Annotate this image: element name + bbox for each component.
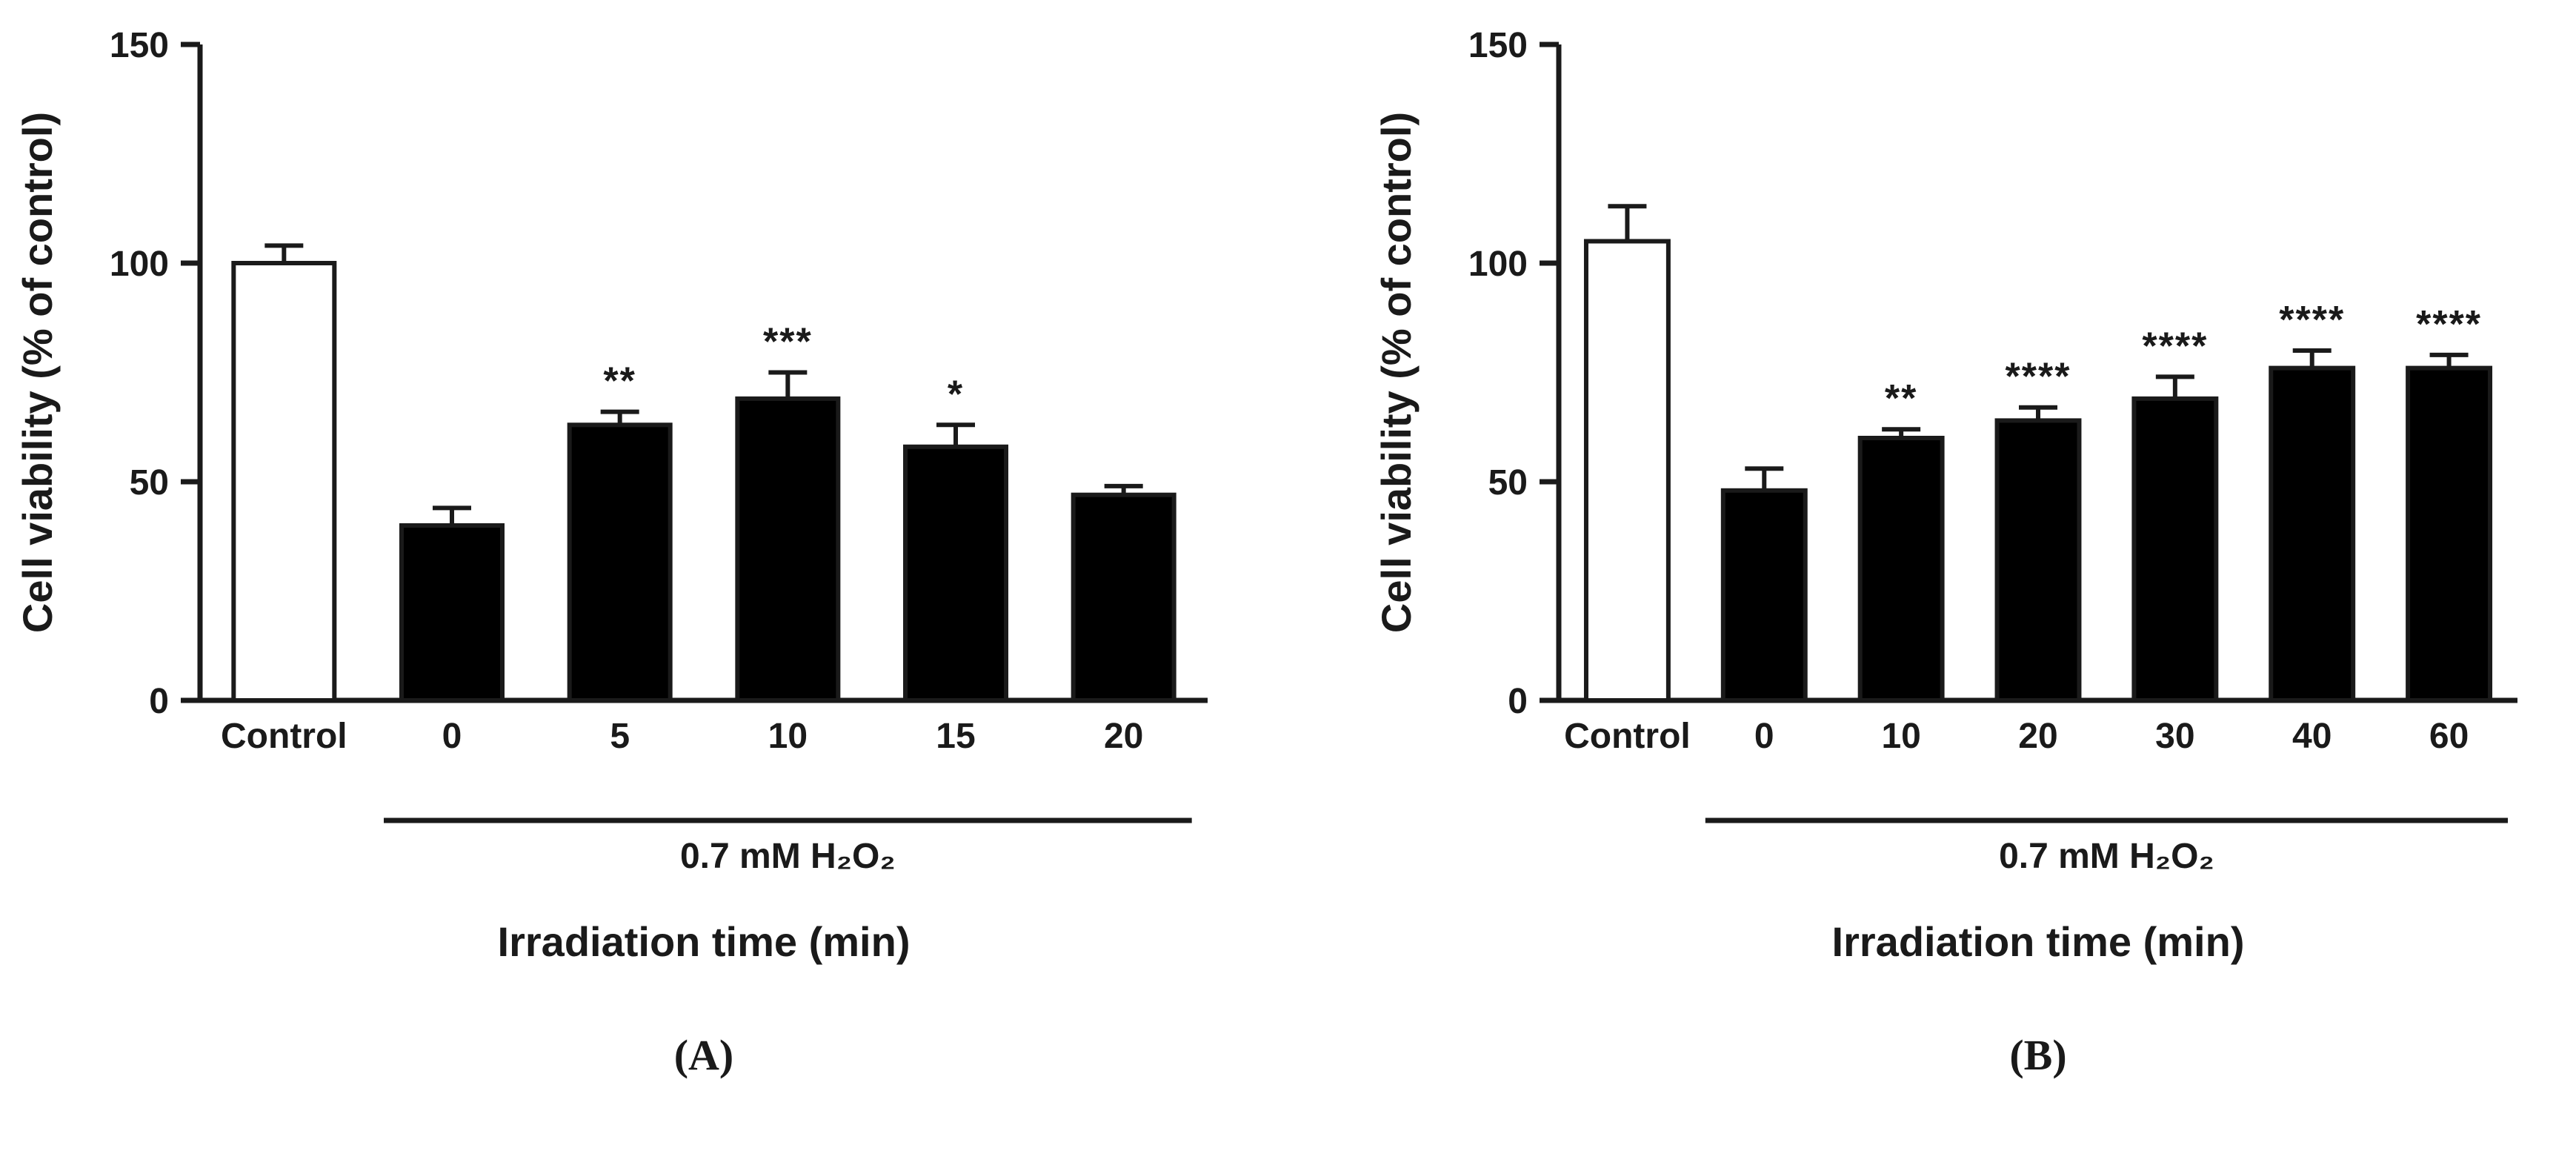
y-tick-label: 150	[1468, 26, 1528, 65]
significance-stars: ****	[2279, 299, 2345, 342]
bar	[2131, 396, 2219, 703]
significance-stars: ****	[2006, 356, 2071, 399]
significance-stars: *	[948, 373, 964, 416]
bar	[903, 444, 1008, 703]
x-tick-label: 10	[1881, 717, 1920, 756]
y-tick-label: 0	[1508, 682, 1528, 721]
significance-stars: **	[603, 360, 636, 403]
panel-b-caption: (B)	[2009, 1031, 2067, 1079]
panel-a-caption: (A)	[673, 1031, 734, 1079]
significance-stars: ***	[763, 321, 813, 364]
x-tick-label: 40	[2292, 717, 2332, 756]
x-tick-label: Control	[221, 717, 347, 756]
panel-b: 0 50 100 150 Cell viability (% of control) Co…	[1288, 0, 2576, 1151]
bar	[2269, 365, 2356, 703]
significance-stars: ****	[2416, 303, 2482, 346]
x-tick-label: 0	[1754, 717, 1774, 756]
bar	[1583, 239, 1671, 703]
bar	[399, 523, 505, 703]
bar	[1071, 492, 1176, 703]
y-tick-label: 150	[110, 26, 169, 65]
bar	[1857, 436, 1945, 703]
y-tick-label: 50	[1488, 463, 1528, 502]
x-tick-label: 10	[768, 717, 808, 756]
bar	[231, 261, 337, 703]
y-tick-label: 100	[110, 245, 169, 284]
x-tick-label: Control	[1564, 717, 1691, 756]
bar	[1994, 418, 2082, 703]
x-tick-label: 60	[2429, 717, 2469, 756]
bar	[735, 396, 841, 703]
y-tick-label: 100	[1468, 245, 1528, 284]
y-axis-label: Cell viability (% of control)	[14, 112, 61, 633]
panel-a: 0 50 100 150 Cell viability (% of control) Co…	[14, 26, 1208, 1079]
x-tick-label: 5	[610, 717, 630, 756]
significance-stars: **	[1885, 377, 1917, 420]
x-axis-label: Irradiation time (min)	[1832, 918, 2245, 965]
significance-stars: ****	[2142, 325, 2208, 368]
x-tick-label: 20	[2018, 717, 2057, 756]
y-axis-label: Cell viability (% of control)	[1373, 112, 1420, 633]
bar	[2406, 365, 2493, 703]
x-tick-label: 15	[936, 717, 975, 756]
x-axis-label: Irradiation time (min)	[498, 918, 911, 965]
bar	[567, 422, 673, 703]
x-tick-label: 30	[2155, 717, 2194, 756]
x-tick-label: 0	[442, 717, 462, 756]
y-tick-label: 50	[130, 463, 169, 502]
treatment-label: 0.7 mM H₂O₂	[1999, 837, 2214, 876]
x-tick-label: 20	[1104, 717, 1143, 756]
bar	[1720, 488, 1808, 703]
y-tick-label: 0	[149, 682, 169, 721]
treatment-label: 0.7 mM H₂O₂	[680, 837, 896, 876]
